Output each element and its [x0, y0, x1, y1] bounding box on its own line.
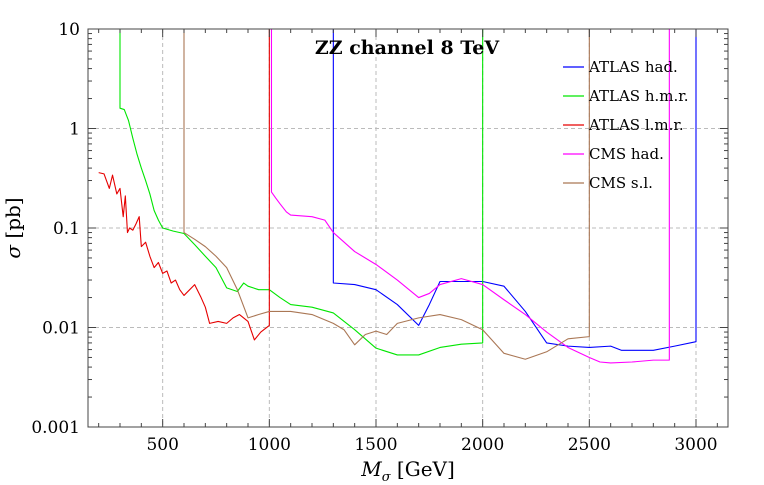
x-tick-label: 3000: [674, 435, 717, 455]
series-line-atlas-l-m-r: [98, 29, 270, 341]
y-axis-label: σ [pb]: [1, 197, 25, 258]
x-axis-label: Mσ [GeV]: [360, 457, 455, 485]
legend-item-atlas-l-m-r: ATLAS l.m.r.: [563, 116, 684, 134]
y-tick-label: 0.001: [31, 418, 80, 438]
series-group: [98, 29, 697, 364]
y-tick-label: 0.01: [42, 319, 80, 339]
series-line-atlas-h-m-r: [119, 29, 484, 356]
legend-item-cms-s-l: CMS s.l.: [563, 174, 653, 192]
legend: ATLAS had. ATLAS h.m.r. ATLAS l.m.r. CMS ha…: [563, 58, 689, 192]
series-line-cms-had: [270, 29, 670, 364]
chart-title: ZZ channel 8 TeV: [315, 37, 500, 59]
x-tick-label: 1500: [354, 435, 397, 455]
y-tick-label: 0.1: [53, 219, 80, 239]
x-tick-label: 2000: [461, 435, 504, 455]
y-tick-label: 10: [58, 20, 80, 40]
series-line-atlas-had: [332, 29, 697, 351]
x-tick-label: 500: [146, 435, 178, 455]
legend-label: CMS had.: [589, 145, 664, 163]
legend-item-cms-had: CMS had.: [563, 145, 664, 163]
axis-ticks: 500 1000 1500 2000 2500 3000 0.001 0.01 0.1 1 10: [31, 20, 728, 455]
legend-label: CMS s.l.: [589, 174, 653, 192]
legend-item-atlas-had: ATLAS had.: [563, 58, 678, 76]
legend-label: ATLAS h.m.r.: [588, 87, 689, 105]
x-tick-label: 1000: [248, 435, 291, 455]
series-line-cms-s-l: [183, 29, 590, 360]
legend-label: ATLAS had.: [588, 58, 678, 76]
legend-item-atlas-h-m-r: ATLAS h.m.r.: [563, 87, 689, 105]
y-tick-label: 1: [69, 120, 80, 140]
legend-label: ATLAS l.m.r.: [588, 116, 684, 134]
x-tick-label: 2500: [568, 435, 611, 455]
